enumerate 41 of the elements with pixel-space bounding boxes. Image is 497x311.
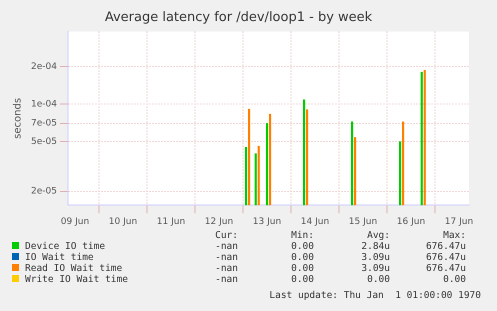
text: Cur:	[214, 230, 238, 241]
chart-title: Average latency for /dev/loop1 - by week	[104, 10, 373, 26]
text: 0.00	[366, 274, 390, 285]
text: 0.00	[290, 263, 314, 274]
x-tick-label: 10 Jun	[108, 216, 138, 227]
text: Max:	[442, 230, 466, 241]
legend-label: Device IO time	[24, 241, 106, 252]
y-tick-label: 2e-05	[30, 186, 57, 197]
text: 676.47u	[424, 252, 466, 263]
text: 676.47u	[424, 263, 466, 274]
x-tick-label: 12 Jun	[204, 216, 234, 227]
legend-label: Read IO Wait time	[24, 263, 124, 274]
text: Avg:	[366, 230, 390, 241]
text: 2.84u	[360, 241, 390, 252]
y-axis-title: seconds	[12, 98, 24, 139]
x-tick-label: 13 Jun	[252, 216, 282, 227]
legend-label: IO Wait time	[24, 252, 95, 263]
x-tick-label: 14 Jun	[300, 216, 330, 227]
text: Last update: Thu Jan 1 01:00:00 1970	[269, 290, 481, 301]
x-tick-label: 16 Jun	[396, 216, 426, 227]
x-tick-label: 17 Jun	[444, 216, 474, 227]
x-tick-label: 15 Jun	[348, 216, 378, 227]
y-tick-label: 5e-05	[30, 136, 57, 147]
legend-label: Write IO Wait time	[24, 274, 129, 285]
text: -nan	[214, 274, 238, 285]
text: 0.00	[290, 274, 314, 285]
text: -nan	[214, 252, 238, 263]
x-tick-label: 11 Jun	[156, 216, 186, 227]
text: 3.09u	[360, 252, 390, 263]
y-tick-label: 1e-04	[30, 99, 58, 110]
text: Min:	[290, 230, 314, 241]
y-tick-label: 7e-05	[30, 118, 57, 129]
text: 0.00	[290, 241, 314, 252]
text: 676.47u	[424, 241, 466, 252]
y-tick-label: 2e-04	[30, 62, 58, 72]
text: -nan	[214, 241, 238, 252]
text: 3.09u	[360, 263, 390, 274]
x-tick-label: 09 Jun	[60, 216, 90, 227]
text: 0.00	[290, 252, 314, 263]
text: -nan	[214, 263, 238, 274]
text: 0.00	[442, 274, 466, 285]
